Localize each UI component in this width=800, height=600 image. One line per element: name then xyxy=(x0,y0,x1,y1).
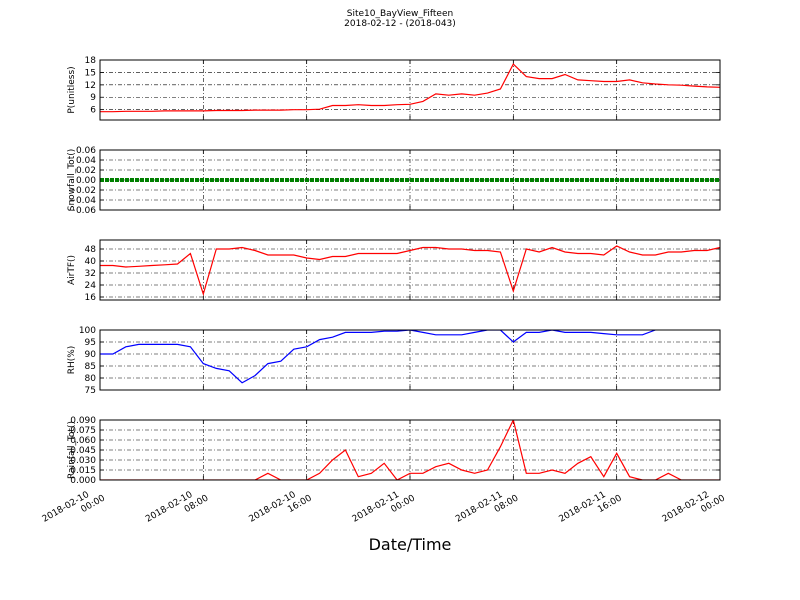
y-tick-label: 12 xyxy=(85,81,96,91)
y-tick-label: 0.00 xyxy=(76,176,96,186)
y-tick-label: 0.02 xyxy=(76,166,96,176)
y-tick-label: 85 xyxy=(85,362,96,372)
panel: 6 9 12 15 18 P(unitless) xyxy=(67,56,721,121)
y-tick-label: 32 xyxy=(85,269,96,279)
y-tick-label: 100 xyxy=(79,326,96,336)
y-axis-label: RH(%) xyxy=(67,346,77,375)
y-axis-label: P(unitless) xyxy=(67,66,77,113)
y-tick-label: 0.060 xyxy=(70,436,96,446)
panel: −0.06−0.04−0.020.000.020.040.06Snowfall_… xyxy=(67,146,721,216)
title: Site10_BayView_Fifteen xyxy=(347,9,453,19)
y-tick-label: 9 xyxy=(90,93,96,103)
y-axis-label: Rainfall_Tot() xyxy=(67,421,77,479)
y-tick-label: 40 xyxy=(85,257,97,267)
plot-frame xyxy=(99,419,721,481)
x-tick-label: 2018-02-1116:00 xyxy=(557,484,623,534)
x-tick-label: 2018-02-1008:00 xyxy=(144,484,210,534)
y-tick-label: 90 xyxy=(85,350,97,360)
y-tick-label: 16 xyxy=(85,293,97,303)
y-tick-label: 95 xyxy=(85,338,96,348)
y-tick-label: 48 xyxy=(85,245,97,255)
y-tick-label: 15 xyxy=(85,68,96,78)
data-line xyxy=(100,420,720,480)
y-tick-label: 18 xyxy=(85,56,97,66)
y-tick-label: 0.030 xyxy=(70,456,96,466)
x-tick-label: 2018-02-1000:00 xyxy=(41,484,107,534)
y-tick-label: −0.04 xyxy=(68,196,96,206)
x-axis-label: Date/Time xyxy=(369,535,452,554)
plot-frame xyxy=(99,239,721,301)
plot-frame xyxy=(99,149,721,211)
y-axis-label: AirTF() xyxy=(67,255,77,285)
y-tick-label: 24 xyxy=(85,281,97,291)
plot-frame xyxy=(99,59,721,121)
x-tick-label: 2018-02-1100:00 xyxy=(351,484,417,534)
y-tick-label: 75 xyxy=(85,386,96,396)
x-tick-label: 2018-02-1200:00 xyxy=(661,484,727,534)
x-tick-label: 2018-02-1016:00 xyxy=(247,484,313,534)
y-tick-label: 0.090 xyxy=(70,416,96,426)
plot-frame xyxy=(99,329,721,391)
y-tick-label: −0.06 xyxy=(68,206,96,216)
y-tick-label: 0.04 xyxy=(76,156,96,166)
y-tick-label: 6 xyxy=(90,106,96,116)
subtitle: 2018-02-12 - (2018-043) xyxy=(344,19,456,29)
y-axis-label: Snowfall_Tot() xyxy=(67,149,77,212)
y-tick-label: −0.02 xyxy=(68,186,96,196)
y-tick-label: 0.075 xyxy=(70,426,96,436)
x-tick-label: 2018-02-1108:00 xyxy=(454,484,520,534)
data-line xyxy=(100,245,720,297)
data-line xyxy=(100,63,720,113)
y-tick-label: 0.045 xyxy=(70,446,96,456)
data-line xyxy=(100,330,656,384)
y-tick-label: 0.000 xyxy=(70,476,96,486)
y-tick-label: 0.06 xyxy=(76,146,96,156)
y-tick-label: 0.015 xyxy=(70,466,96,476)
y-tick-label: 80 xyxy=(85,374,97,384)
panel: 16 24 32 40 48 AirTF() xyxy=(67,239,721,303)
